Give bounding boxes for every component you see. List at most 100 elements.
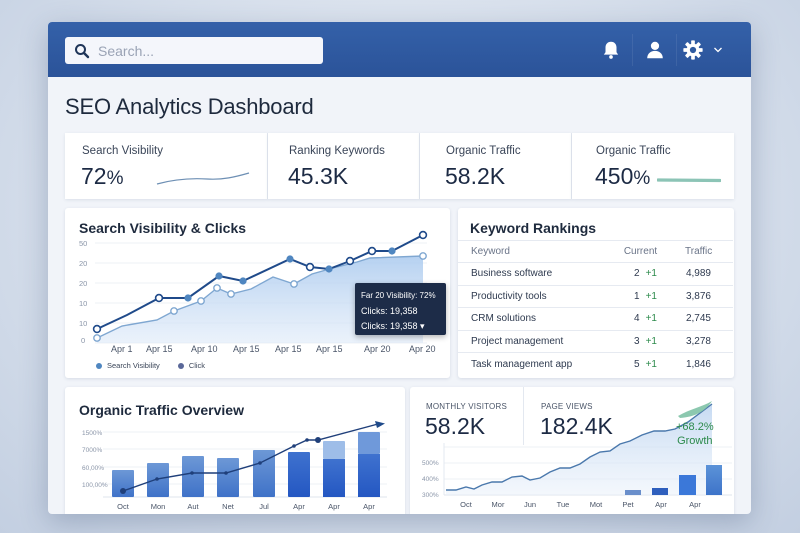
rank-cell: 4 +1	[608, 307, 673, 331]
legend-item-search-visibility[interactable]: Search Visibility	[96, 361, 160, 370]
tooltip-line: Clicks: 19,358	[361, 305, 418, 316]
svg-text:10: 10	[79, 319, 87, 328]
svg-text:Apr 15: Apr 15	[316, 344, 343, 354]
divider	[523, 387, 524, 445]
header-actions	[589, 34, 729, 66]
bell-icon	[603, 41, 618, 59]
user-icon	[646, 41, 663, 59]
table-row[interactable]: Business software 2 +1 4,989	[458, 262, 733, 286]
page-views-value: 182.4K	[540, 413, 613, 439]
column-header[interactable]: Traffic	[673, 240, 733, 263]
table-row[interactable]: Task management app 5 +1 1,846	[458, 353, 733, 376]
monthly-visitors-value: 58.2K	[425, 413, 486, 439]
growth-label: Growth	[677, 435, 713, 447]
keyword-cell: Project management	[458, 330, 608, 354]
card-title: Search Visibility & Clicks	[79, 220, 247, 236]
svg-text:Apr: Apr	[689, 500, 701, 509]
svg-text:Aut: Aut	[187, 502, 199, 511]
kpi-value: 58.2K	[445, 163, 506, 189]
svg-text:50: 50	[79, 239, 87, 248]
table-header-row: Keyword Current Traffic	[458, 240, 733, 263]
organic-traffic-bar-chart[interactable]: 1500% 7000% 60,00% 100,00%	[65, 387, 405, 514]
rank-change: +1	[645, 358, 657, 370]
top-bar	[48, 22, 751, 77]
traffic-cell: 2,745	[673, 307, 733, 331]
legend-item-click[interactable]: Click	[177, 361, 205, 370]
kpi-organic-traffic[interactable]: Organic Traffic 58.2K	[420, 133, 572, 199]
svg-text:100,00%: 100,00%	[82, 482, 108, 489]
svg-text:Oct: Oct	[460, 500, 473, 509]
traffic-cell: 1,846	[685, 358, 711, 370]
svg-text:500%: 500%	[422, 460, 439, 467]
growth-badge: +68.2% Growth	[676, 420, 714, 448]
kpi-label: Organic Traffic	[446, 145, 521, 157]
rank-cell: 5 +1	[634, 358, 657, 370]
svg-text:Jul: Jul	[259, 502, 269, 511]
visibility-line-chart[interactable]: 50 20 20 10 10 0	[65, 208, 450, 378]
svg-text:Mor: Mor	[492, 500, 505, 509]
search-box[interactable]	[65, 37, 323, 64]
traffic-cell: 4,989	[673, 262, 733, 286]
keyword-table: Keyword Current Traffic Business softwar…	[458, 240, 733, 375]
rank-cell: 2 +1	[608, 262, 673, 286]
notifications-button[interactable]	[589, 34, 633, 66]
svg-text:300%: 300%	[422, 492, 439, 499]
settings-menu-button[interactable]	[677, 34, 729, 66]
visitors-card: MONTHLY VISITORS 58.2K PAGE VIEWS 182.4K	[410, 387, 734, 514]
keyword-cell: Productivity tools	[458, 285, 608, 309]
kpi-label: Ranking Keywords	[289, 145, 385, 157]
search-icon	[75, 43, 90, 58]
chart-legend: Search Visibility Click	[96, 361, 205, 370]
svg-text:Jun: Jun	[524, 500, 536, 509]
svg-text:20: 20	[79, 259, 87, 268]
column-header[interactable]: Keyword	[458, 240, 608, 263]
svg-text:Apr 15: Apr 15	[275, 344, 302, 354]
column-header[interactable]: Current	[608, 240, 673, 263]
keyword-cell: Business software	[458, 262, 608, 286]
visitors-area-chart[interactable]: 500% 400% 300% Oct Mor Jun Tue Mot Pet A…	[410, 387, 734, 514]
tooltip-line: Far 20 Visibility: 72%	[361, 291, 436, 300]
svg-text:Apr: Apr	[293, 502, 305, 511]
legend-dot-icon	[96, 362, 102, 369]
table-row[interactable]: Productivity tools 1 +1 3,876	[458, 285, 733, 309]
kpi-label: Organic Traffic	[596, 145, 671, 157]
keyword-cell: CRM solutions	[458, 307, 608, 331]
card-title: Keyword Rankings	[470, 220, 597, 236]
trend-arrow-icon	[375, 421, 385, 428]
profile-button[interactable]	[633, 34, 677, 66]
keyword-cell: Task management app	[471, 358, 573, 370]
kpi-ranking-keywords[interactable]: Ranking Keywords 45.3K	[268, 133, 420, 199]
rank-change: +1	[645, 290, 657, 302]
traffic-cell: 3,278	[673, 330, 733, 354]
rank-change: +1	[645, 313, 657, 325]
dashboard-window: SEO Analytics Dashboard Search Visibilit…	[48, 22, 751, 514]
table-row[interactable]: CRM solutions 4 +1 2,745	[458, 307, 733, 331]
traffic-cell: 3,876	[673, 285, 733, 309]
organic-traffic-card: Organic Traffic Overview 1500%	[65, 387, 405, 514]
kpi-organic-traffic-growth[interactable]: Organic Traffic 450%	[572, 133, 734, 199]
svg-text:20: 20	[79, 279, 87, 288]
kpi-value: 45.3K	[288, 163, 349, 189]
page-views-label: PAGE VIEWS	[541, 402, 593, 411]
svg-text:7000%: 7000%	[82, 447, 102, 454]
leaf-icon	[678, 401, 712, 418]
kpi-value: 72%	[81, 163, 124, 189]
rank-cell: 3 +1	[608, 330, 673, 354]
svg-text:Apr 15: Apr 15	[146, 344, 173, 354]
svg-text:Apr 20: Apr 20	[364, 344, 391, 354]
svg-text:Net: Net	[222, 502, 235, 511]
svg-text:Mon: Mon	[151, 502, 166, 511]
svg-text:Apr: Apr	[363, 502, 375, 511]
svg-text:Pet: Pet	[622, 500, 634, 509]
kpi-search-visibility[interactable]: Search Visibility 72%	[65, 133, 268, 199]
rank-change: +1	[645, 336, 657, 348]
svg-text:Apr 20: Apr 20	[409, 344, 436, 354]
svg-text:Apr 10: Apr 10	[191, 344, 218, 354]
legend-dot-icon	[177, 362, 184, 369]
card-title: Organic Traffic Overview	[79, 402, 244, 418]
svg-text:Oct: Oct	[117, 502, 130, 511]
chart-tooltip: Far 20 Visibility: 72% Clicks: 19,358 Cl…	[355, 283, 446, 335]
search-input[interactable]	[98, 42, 318, 59]
sparkline-icon	[156, 172, 250, 185]
table-row[interactable]: Project management 3 +1 3,278	[458, 330, 733, 354]
